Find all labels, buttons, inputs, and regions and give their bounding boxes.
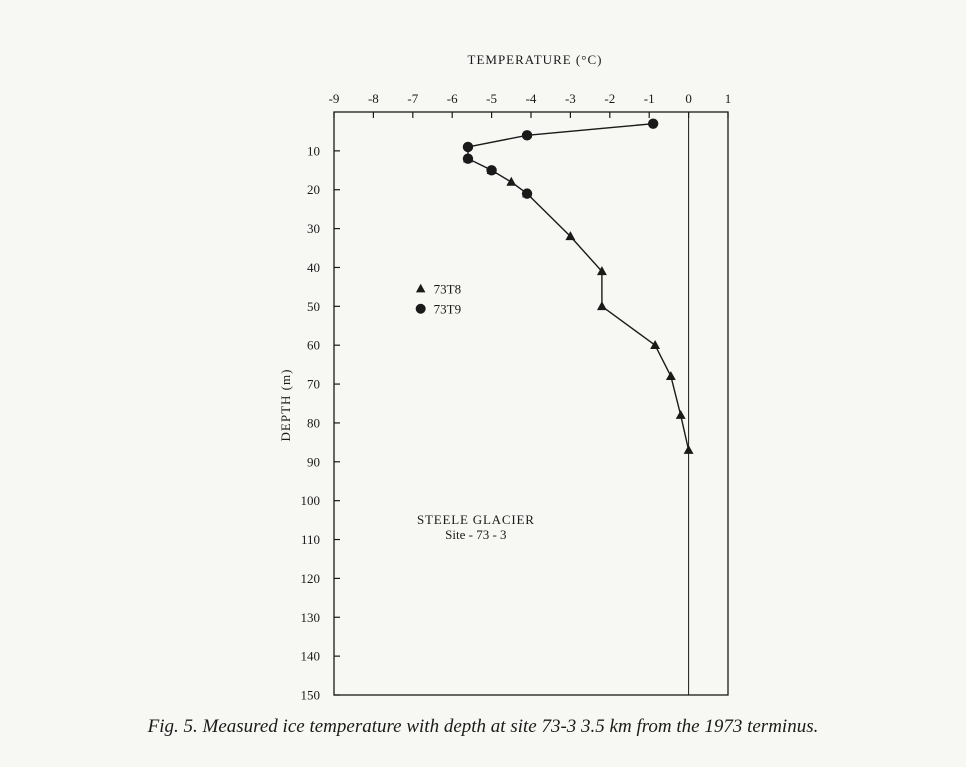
x-tick-label: 0: [685, 91, 692, 106]
y-tick-label: 80: [307, 415, 320, 430]
marker-73T9: [521, 130, 533, 141]
x-tick-label: -8: [368, 91, 379, 106]
marker-73T8: [596, 301, 607, 311]
y-tick-label: 130: [301, 610, 321, 625]
x-tick-label: -6: [447, 91, 458, 106]
y-tick-label: 20: [307, 182, 320, 197]
marker-73T8: [665, 371, 676, 381]
x-axis-title: TEMPERATURE (°C): [468, 52, 603, 67]
legend-marker-73T8: [415, 283, 426, 293]
data-markers: [462, 118, 694, 454]
y-tick-label: 30: [307, 221, 320, 236]
y-tick-label: 150: [301, 688, 321, 703]
y-tick-label: 40: [307, 260, 320, 275]
y-axis: 10 20 30 40 50 60 70 80 90 100 110 120 130 140 150: [301, 143, 340, 703]
y-tick-label: 90: [307, 454, 320, 469]
marker-73T9: [521, 188, 533, 199]
y-tick-label: 110: [301, 532, 320, 547]
legend-label-73T9: 73T9: [434, 302, 461, 317]
y-tick-label: 50: [307, 299, 320, 314]
site-annotation-title: STEELE GLACIER: [417, 512, 535, 527]
legend-label-73T8: 73T8: [434, 282, 461, 297]
x-tick-label: -3: [565, 91, 576, 106]
marker-73T9: [462, 141, 474, 153]
x-tick-label: -9: [329, 91, 340, 106]
x-tick-label: 1: [725, 91, 732, 106]
marker-73T8: [683, 444, 694, 454]
y-tick-label: 10: [307, 143, 320, 158]
x-tick-label: -5: [486, 91, 497, 106]
marker-73T9: [647, 118, 659, 129]
marker-73T9: [486, 165, 497, 176]
marker-73T9: [462, 153, 474, 164]
legend: 73T8 73T9: [415, 282, 461, 317]
temperature-profile-line: [467, 123, 690, 451]
x-tick-label: -1: [644, 91, 655, 106]
marker-73T8: [596, 266, 607, 276]
plot-frame: [333, 111, 729, 696]
marker-73T8: [650, 340, 661, 349]
x-tick-label: -2: [604, 91, 615, 106]
x-tick-label: -4: [526, 91, 537, 106]
y-tick-label: 140: [301, 649, 321, 664]
y-tick-label: 120: [301, 571, 321, 586]
marker-73T8: [506, 176, 517, 186]
x-tick-label: -7: [407, 91, 418, 106]
marker-73T8: [675, 409, 686, 419]
y-tick-label: 70: [307, 377, 320, 392]
legend-marker-73T9: [415, 303, 426, 314]
marker-73T8: [565, 231, 576, 241]
y-tick-label: 100: [301, 493, 321, 508]
figure-caption: Fig. 5. Measured ice temperature with de…: [147, 716, 819, 737]
y-tick-label: 60: [307, 338, 320, 353]
y-axis-title: DEPTH (m): [278, 369, 293, 442]
site-annotation-subtitle: Site - 73 - 3: [445, 527, 506, 542]
x-axis: -9 -8 -7 -6 -5 -4 -3 -2 -1 0 1: [329, 91, 732, 118]
